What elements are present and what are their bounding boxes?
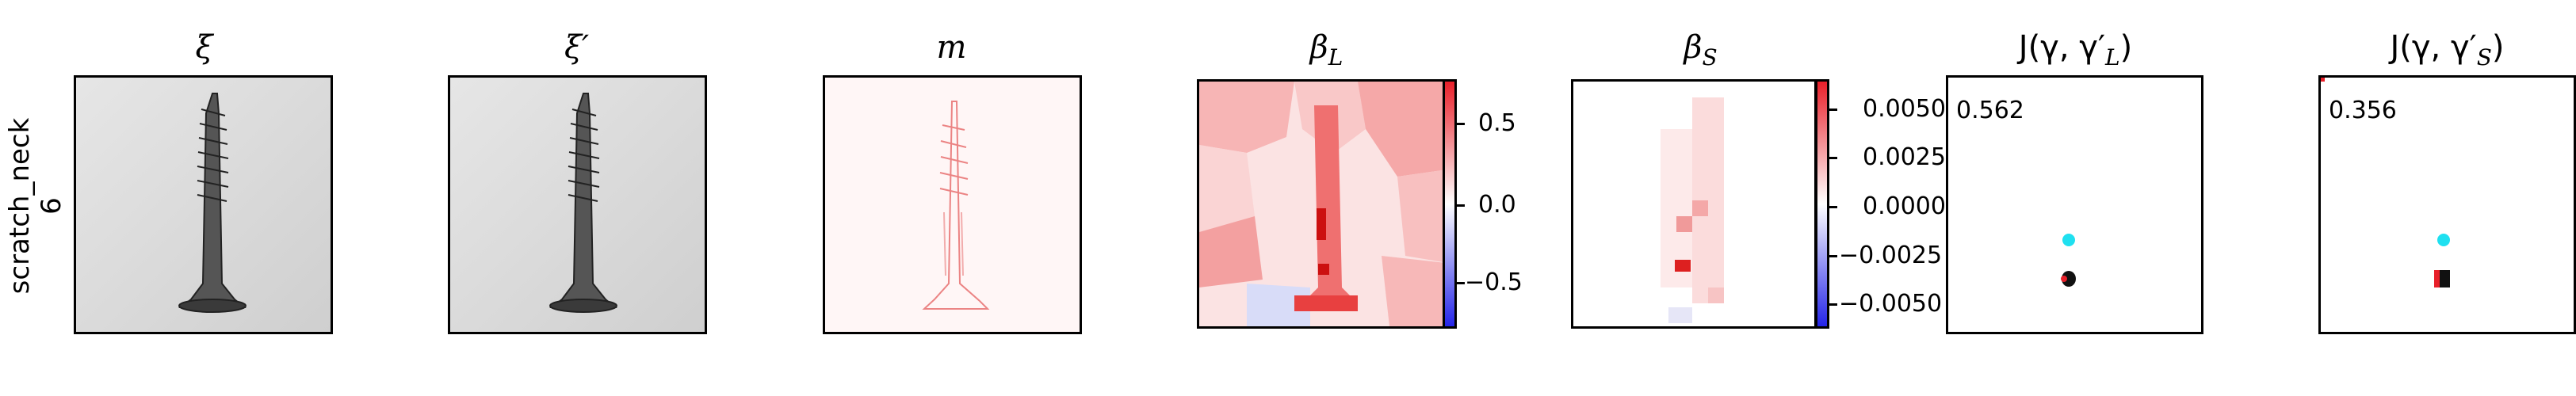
title-xi-prime: ξ′ [564,29,590,66]
beta-L-map [1199,82,1453,326]
screw-image-prime [450,78,705,332]
mask-J-L: 0.562 [1946,75,2203,334]
heatmap-beta-L [1197,79,1455,329]
image-m [823,75,1082,334]
row-label-index: 6 [36,197,67,215]
J-S-dots [2321,78,2450,287]
screw-image [76,78,331,332]
title-xi: ξ [195,29,213,66]
colorbar-S-tick-5: −0.0050 [1839,290,1943,318]
score-J-S: 0.356 [2329,97,2397,124]
image-xi-prime [448,75,707,334]
row-label-class: scratch_neck [4,117,36,295]
colorbar-S-tick-4: −0.0025 [1839,242,1943,269]
colorbar-S [1815,79,1829,329]
image-xi [74,75,333,334]
colorbar-L [1443,79,1457,329]
heatmap-beta-S [1571,79,1817,329]
colorbar-L-tick-3: −0.5 [1465,268,1523,296]
colorbar-L-tick-1: 0.5 [1478,109,1516,137]
score-J-L: 0.562 [1956,97,2024,124]
J-L-dots [2061,234,2076,287]
row-label: scratch_neck 6 [4,95,67,317]
title-beta-L: βL [1309,29,1343,70]
colorbar-S-tick-3: 0.0000 [1863,192,1946,220]
mask-J-S: 0.356 [2318,75,2576,334]
mask-image [825,78,1080,332]
colorbar-S-tick-2: 0.0025 [1863,143,1946,171]
title-beta-S: βS [1684,29,1718,70]
title-J-L: J(γ, γ′L) [2018,29,2133,70]
beta-S-map [1573,82,1814,326]
title-m: m [936,29,967,66]
colorbar-L-tick-2: 0.0 [1478,191,1516,219]
title-J-S: J(γ, γ′S) [2390,29,2505,70]
colorbar-S-tick-1: 0.0050 [1863,95,1946,123]
